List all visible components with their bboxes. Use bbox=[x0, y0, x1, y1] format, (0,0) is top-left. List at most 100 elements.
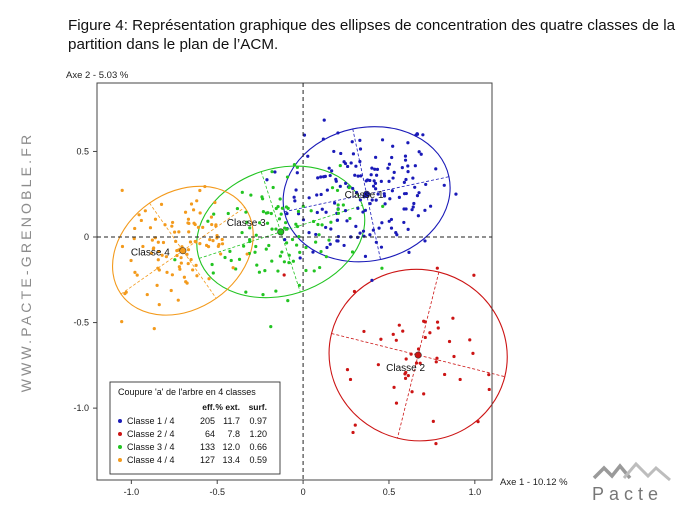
point-class-2 bbox=[404, 370, 408, 375]
x-tick-label: -1.0 bbox=[124, 487, 140, 497]
point-class-4 bbox=[178, 267, 182, 271]
point-class-2 bbox=[447, 339, 452, 344]
point-class-4 bbox=[161, 240, 166, 245]
legend-eff: 127 bbox=[200, 455, 215, 465]
point-class-4 bbox=[203, 184, 207, 189]
point-class-3 bbox=[263, 269, 267, 273]
y-tick-label: -1.0 bbox=[73, 403, 89, 413]
point-class-1 bbox=[358, 231, 362, 235]
point-class-4 bbox=[143, 209, 147, 213]
legend-surf: 0.59 bbox=[249, 455, 267, 465]
point-class-3 bbox=[280, 250, 284, 254]
legend-box bbox=[109, 381, 281, 475]
point-class-4 bbox=[120, 188, 124, 193]
legend-header: % ext. bbox=[215, 402, 240, 412]
point-class-4 bbox=[185, 252, 189, 256]
point-class-3 bbox=[296, 209, 301, 213]
point-class-1 bbox=[387, 179, 391, 183]
point-class-3 bbox=[270, 227, 274, 231]
point-class-3 bbox=[380, 266, 384, 270]
point-class-4 bbox=[133, 270, 137, 274]
point-class-1 bbox=[373, 167, 377, 171]
point-class-4 bbox=[186, 261, 190, 266]
legend-row-label: Classe 3 / 4 bbox=[127, 442, 175, 452]
point-class-4 bbox=[137, 213, 141, 217]
point-class-2 bbox=[458, 377, 462, 382]
point-class-1 bbox=[293, 199, 297, 203]
point-class-1 bbox=[322, 118, 326, 122]
point-class-4 bbox=[120, 244, 125, 249]
point-class-3 bbox=[341, 203, 345, 207]
point-class-3 bbox=[264, 211, 268, 215]
point-class-4 bbox=[188, 240, 193, 244]
legend-surf: 0.97 bbox=[249, 416, 267, 426]
plot-frame bbox=[96, 82, 493, 481]
point-class-4 bbox=[156, 250, 161, 254]
point-class-3 bbox=[270, 170, 274, 174]
point-class-3 bbox=[286, 299, 290, 303]
legend-marker bbox=[118, 419, 122, 423]
point-class-4 bbox=[160, 253, 164, 257]
point-class-1 bbox=[361, 229, 366, 233]
legend-title: Coupure 'a' de l'arbre en 4 classes bbox=[118, 387, 256, 397]
point-class-4 bbox=[145, 292, 149, 297]
point-class-1 bbox=[307, 196, 311, 200]
point-class-3 bbox=[269, 211, 273, 216]
legend-eff: 64 bbox=[205, 429, 215, 439]
point-class-1 bbox=[397, 195, 401, 199]
point-class-3 bbox=[173, 258, 177, 262]
point-class-4 bbox=[170, 220, 175, 225]
point-class-1 bbox=[423, 208, 427, 212]
point-class-1 bbox=[383, 202, 387, 206]
point-class-4 bbox=[135, 273, 139, 277]
point-class-4 bbox=[149, 251, 154, 255]
point-class-1 bbox=[402, 180, 406, 184]
point-class-4 bbox=[215, 233, 219, 238]
point-class-2 bbox=[351, 430, 355, 435]
point-class-4 bbox=[156, 258, 160, 262]
point-class-2 bbox=[443, 372, 447, 377]
point-class-1 bbox=[392, 170, 396, 174]
point-class-4 bbox=[139, 218, 143, 223]
point-class-3 bbox=[269, 325, 273, 329]
point-class-4 bbox=[186, 248, 191, 252]
point-class-2 bbox=[434, 442, 438, 446]
point-class-1 bbox=[368, 201, 372, 206]
point-class-1 bbox=[339, 151, 343, 156]
point-class-2 bbox=[435, 320, 440, 324]
point-class-3 bbox=[285, 175, 290, 179]
point-class-4 bbox=[217, 242, 221, 247]
point-class-3 bbox=[280, 206, 285, 210]
point-class-1 bbox=[324, 225, 328, 230]
x-tick-label: -0.5 bbox=[209, 487, 225, 497]
legend-ext: 12.0 bbox=[222, 442, 240, 452]
point-class-1 bbox=[406, 227, 410, 231]
point-class-3 bbox=[319, 249, 323, 254]
point-class-1 bbox=[349, 161, 353, 165]
points-layer bbox=[120, 118, 491, 446]
point-class-4 bbox=[211, 239, 215, 243]
axes-layer: -1.0 -0.5 0 0.5 1.0 0.5 0 -0.5 -1.0 Axe 2 - 5.03 … bbox=[66, 70, 568, 497]
point-class-3 bbox=[248, 239, 252, 244]
point-class-3 bbox=[264, 247, 268, 251]
point-class-1 bbox=[334, 179, 338, 183]
point-class-1 bbox=[407, 250, 411, 254]
point-class-3 bbox=[212, 212, 216, 216]
point-class-1 bbox=[319, 175, 323, 179]
point-class-3 bbox=[295, 224, 300, 229]
point-class-1 bbox=[356, 206, 360, 210]
class-label-1: Classe 1 bbox=[345, 190, 384, 201]
point-class-1 bbox=[442, 183, 446, 187]
x-axis-title: Axe 1 - 10.12 % bbox=[500, 477, 568, 488]
point-class-1 bbox=[374, 240, 378, 244]
point-class-3 bbox=[298, 250, 302, 254]
legend-marker bbox=[118, 458, 122, 462]
point-class-3 bbox=[244, 290, 248, 294]
point-class-2 bbox=[352, 289, 357, 294]
sidebar: WWW.PACTE-GRENOBLE.FR bbox=[0, 0, 52, 517]
point-class-1 bbox=[413, 164, 417, 168]
point-class-3 bbox=[301, 204, 305, 208]
point-class-3 bbox=[265, 221, 270, 225]
point-class-1 bbox=[370, 278, 374, 282]
point-class-2 bbox=[476, 420, 480, 424]
